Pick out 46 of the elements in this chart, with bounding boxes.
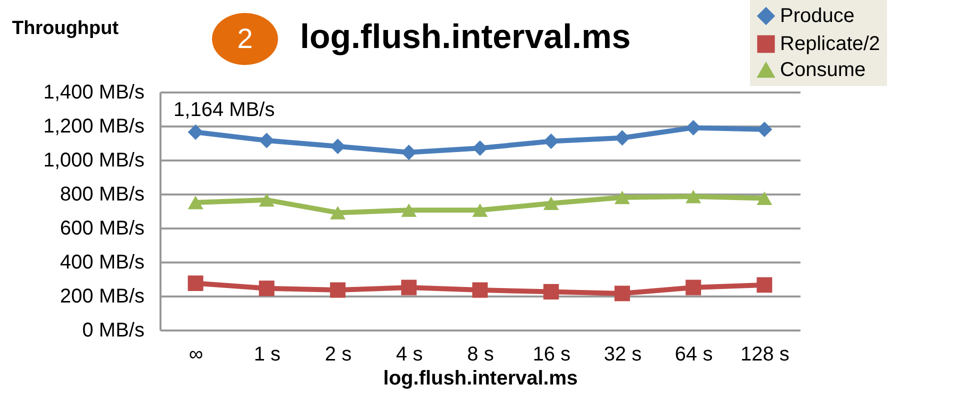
point xyxy=(330,138,346,154)
point xyxy=(686,280,702,296)
point xyxy=(188,124,204,140)
point xyxy=(756,192,772,205)
x-tick-label: 64 s xyxy=(674,344,713,366)
chart-title: log.flush.interval.ms xyxy=(300,18,631,57)
point xyxy=(258,132,274,148)
x-tick-label: 4 s xyxy=(396,344,423,366)
point xyxy=(401,280,417,296)
legend-label: Produce xyxy=(780,5,854,27)
y-tick-label: 0 MB/s xyxy=(82,320,144,342)
x-axis-title: log.flush.interval.ms xyxy=(383,368,578,390)
x-tick-label: 16 s xyxy=(532,344,571,366)
x-tick-label: 128 s xyxy=(740,344,790,366)
x-tick-label: 32 s xyxy=(604,344,642,366)
x-tick-label: ∞ xyxy=(188,344,204,366)
y-tick-label: 1,400 MB/s xyxy=(43,82,144,104)
point xyxy=(543,196,559,210)
legend-label: Consume xyxy=(780,59,866,81)
x-tick-label: 2 s xyxy=(324,344,352,366)
point xyxy=(401,203,417,217)
y-tick-label: 200 MB/s xyxy=(60,286,144,308)
annotation: 1,164 MB/s xyxy=(174,99,275,122)
y-tick-label: 1,000 MB/s xyxy=(43,150,144,172)
y-tick-label: 800 MB/s xyxy=(60,184,144,206)
point xyxy=(543,284,559,300)
legend-label: Replicate/2 xyxy=(780,33,880,55)
point xyxy=(330,206,346,220)
y-axis-title: Throughput xyxy=(12,18,119,40)
y-tick-label: 600 MB/s xyxy=(60,218,144,240)
point xyxy=(188,276,204,291)
y-tick-label: 1,200 MB/s xyxy=(43,116,144,138)
point xyxy=(614,286,630,302)
y-tick-label: 400 MB/s xyxy=(60,252,144,274)
point xyxy=(258,193,274,207)
point xyxy=(472,203,488,217)
point xyxy=(686,190,702,204)
point xyxy=(258,280,274,296)
point xyxy=(756,277,772,293)
point xyxy=(472,282,488,298)
x-tick-label: 8 s xyxy=(467,344,494,366)
x-tick-label: 1 s xyxy=(254,344,281,366)
point xyxy=(756,122,772,138)
point xyxy=(188,196,204,210)
point xyxy=(330,282,346,298)
point xyxy=(614,190,630,204)
